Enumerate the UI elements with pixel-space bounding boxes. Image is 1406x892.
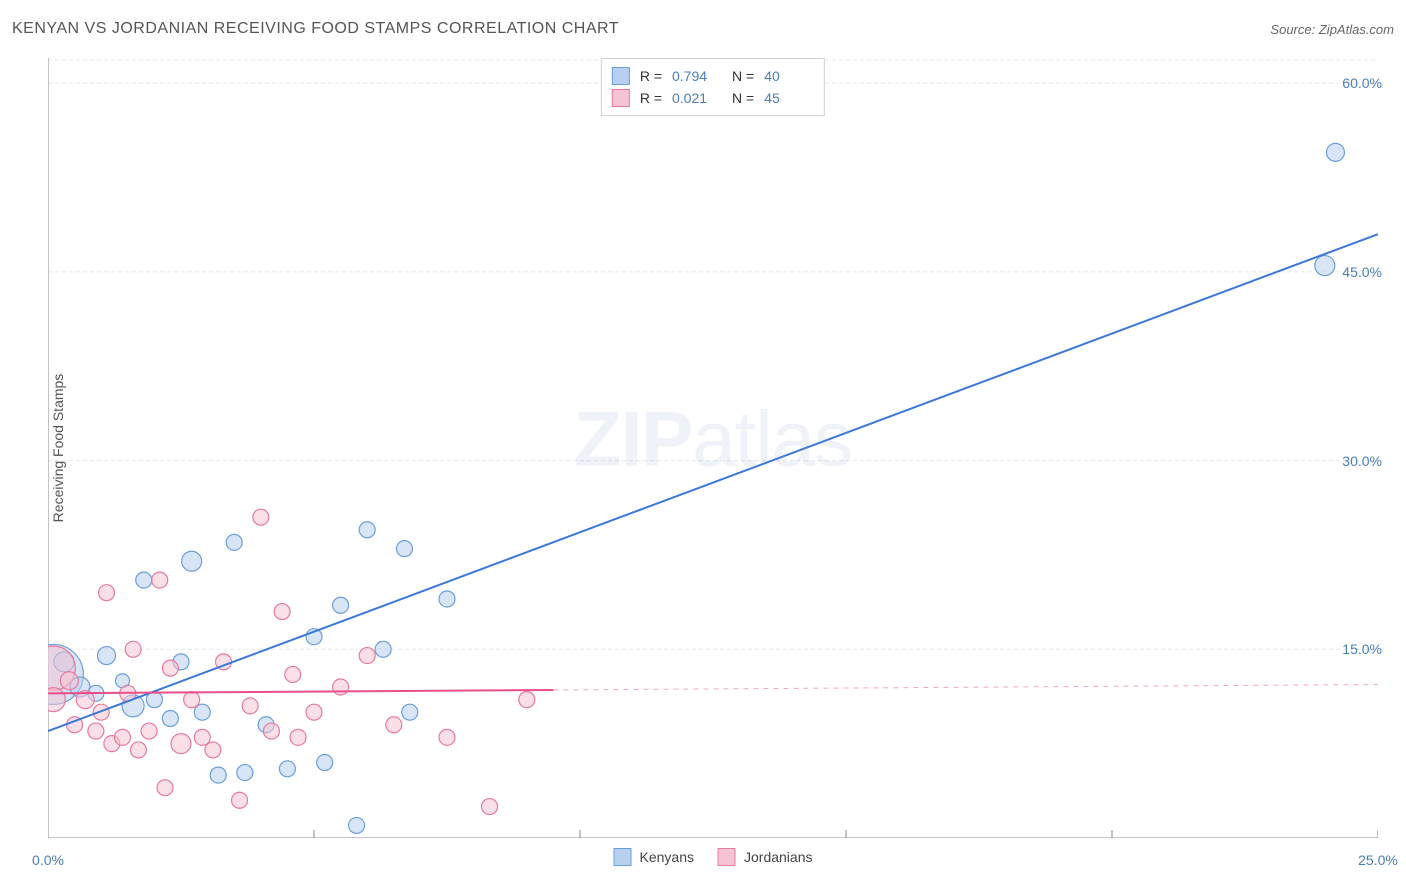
source-label: Source:: [1270, 22, 1315, 37]
legend-item: Jordanians: [718, 848, 813, 866]
stats-row: R = 0.794 N = 40: [612, 65, 814, 87]
n-value: 45: [764, 90, 814, 106]
source-credit: Source: ZipAtlas.com: [1270, 22, 1394, 37]
y-tick-label: 60.0%: [1342, 75, 1382, 91]
n-label: N =: [732, 90, 754, 106]
r-value: 0.794: [672, 68, 722, 84]
stats-row: R = 0.021 N = 45: [612, 87, 814, 109]
legend-item: Kenyans: [614, 848, 694, 866]
y-tick-label: 15.0%: [1342, 641, 1382, 657]
header-bar: KENYAN VS JORDANIAN RECEIVING FOOD STAMP…: [12, 20, 1394, 38]
legend-swatch: [718, 848, 736, 866]
legend-swatch: [612, 67, 630, 85]
scatter-plot: [48, 58, 1378, 838]
legend-swatch: [614, 848, 632, 866]
n-label: N =: [732, 68, 754, 84]
chart-title: KENYAN VS JORDANIAN RECEIVING FOOD STAMP…: [12, 20, 619, 38]
stats-legend: R = 0.794 N = 40 R = 0.021 N = 45: [601, 58, 825, 116]
legend-label: Jordanians: [744, 849, 813, 865]
series-legend: Kenyans Jordanians: [614, 848, 813, 866]
x-tick-label: 0.0%: [32, 852, 64, 868]
legend-swatch: [612, 89, 630, 107]
r-label: R =: [640, 90, 662, 106]
n-value: 40: [764, 68, 814, 84]
source-link[interactable]: ZipAtlas.com: [1319, 22, 1394, 37]
y-tick-label: 30.0%: [1342, 453, 1382, 469]
x-tick-label: 25.0%: [1358, 852, 1398, 868]
chart-area: Receiving Food Stamps ZIPatlas R =0.794N…: [48, 58, 1378, 838]
r-value: 0.021: [672, 90, 722, 106]
legend-label: Kenyans: [640, 849, 694, 865]
r-label: R =: [640, 68, 662, 84]
y-tick-label: 45.0%: [1342, 264, 1382, 280]
